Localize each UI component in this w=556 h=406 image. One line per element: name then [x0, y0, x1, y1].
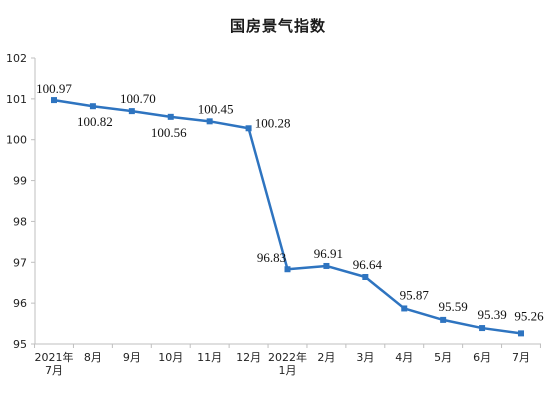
- data-label: 96.91: [314, 246, 343, 261]
- data-point: [206, 118, 213, 125]
- data-label: 100.28: [255, 115, 291, 130]
- y-tick-label: 96: [13, 297, 27, 310]
- data-point: [51, 97, 57, 104]
- y-tick-label: 99: [13, 175, 27, 188]
- data-point: [89, 103, 96, 110]
- data-label: 100.82: [77, 114, 113, 129]
- x-tick-label: 12月: [236, 351, 261, 364]
- y-tick-label: 100: [6, 134, 27, 147]
- y-tick-label: 102: [6, 52, 27, 65]
- data-point: [362, 273, 369, 280]
- data-point: [440, 316, 447, 323]
- data-label: 95.39: [477, 307, 506, 322]
- x-tick-label: 9月: [123, 351, 141, 364]
- data-label: 100.45: [198, 101, 234, 116]
- x-tick-label: 2021年 7月: [35, 350, 74, 377]
- data-label: 100.70: [120, 91, 156, 106]
- data-point: [479, 325, 486, 332]
- data-label: 96.83: [257, 250, 286, 265]
- data-point: [128, 108, 135, 115]
- chart-title: 国房景气指数: [229, 17, 326, 35]
- data-point: [245, 125, 252, 132]
- x-tick-label: 11月: [197, 351, 222, 364]
- data-point: [518, 330, 524, 337]
- y-tick-label: 95: [13, 338, 27, 351]
- x-tick-label: 2022年 1月: [268, 350, 307, 377]
- data-label: 96.64: [353, 257, 383, 272]
- x-tick-label: 7月: [512, 351, 530, 364]
- x-tick-label: 2月: [317, 351, 335, 364]
- data-label: 95.87: [400, 287, 430, 302]
- x-tick-label: 3月: [356, 351, 374, 364]
- y-tick-label: 98: [13, 215, 27, 228]
- data-label: 95.59: [439, 299, 468, 314]
- data-point: [323, 262, 330, 269]
- x-tick-label: 10月: [158, 351, 183, 364]
- data-label: 100.97: [36, 81, 72, 96]
- data-label: 95.26: [514, 308, 544, 323]
- x-tick-label: 4月: [395, 351, 413, 364]
- y-tick-label: 97: [13, 256, 27, 269]
- x-tick-label: 5月: [434, 351, 452, 364]
- data-point: [401, 305, 408, 312]
- y-tick-label: 101: [6, 93, 27, 106]
- data-point: [284, 266, 291, 273]
- x-tick-label: 8月: [84, 351, 102, 364]
- x-tick-label: 6月: [473, 351, 491, 364]
- data-label: 100.56: [151, 125, 187, 140]
- data-point: [167, 113, 174, 120]
